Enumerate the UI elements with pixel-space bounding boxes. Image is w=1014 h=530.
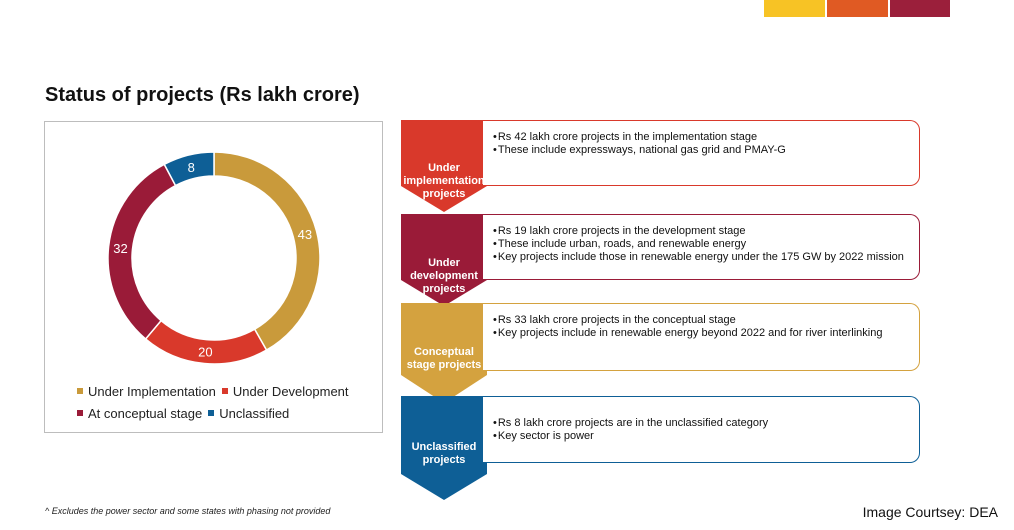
- stage-label-conceptual: Conceptual stage projects: [401, 346, 487, 372]
- legend-swatch: [77, 410, 83, 416]
- stage-info-development: Rs 19 lakh crore projects in the develop…: [483, 214, 920, 280]
- stage-label-line: development: [410, 270, 478, 282]
- decor-bar-orange: [827, 0, 888, 17]
- stage-arrow-development: Under development projects: [401, 214, 487, 306]
- stage-info-conceptual: Rs 33 lakh crore projects in the concept…: [483, 303, 920, 371]
- arrow-shape: [401, 396, 487, 500]
- data-label-under-implementation: 43: [298, 227, 312, 242]
- bullet-item: Key projects include in renewable energy…: [493, 327, 913, 340]
- stage-label-line: Under: [428, 257, 460, 269]
- footnote: ^ Excludes the power sector and some sta…: [45, 506, 331, 516]
- stage-label-line: implementation: [403, 175, 485, 187]
- data-label-unclassified: 8: [188, 160, 195, 175]
- donut-slice-under-implementation: [213, 151, 321, 352]
- stage-label-line: projects: [422, 188, 466, 200]
- donut-chart: 43 20 32 8: [107, 151, 321, 365]
- page-title: Status of projects (Rs lakh crore): [45, 84, 360, 106]
- bullet-item: Rs 8 lakh crore projects are in the uncl…: [493, 417, 913, 430]
- stage-label-unclassified: Unclassified projects: [401, 441, 487, 467]
- bullet-item: Rs 33 lakh crore projects in the concept…: [493, 314, 913, 327]
- legend-item-under-development: Under Development: [221, 383, 349, 399]
- decor-bar-maroon: [890, 0, 950, 17]
- data-label-at-conceptual-stage: 32: [113, 241, 127, 256]
- legend-item-at-conceptual-stage: At conceptual stage: [77, 406, 202, 421]
- bullet-item: Key projects include those in renewable …: [493, 251, 913, 264]
- legend-swatch: [77, 388, 83, 394]
- stage-label-line: Conceptual: [414, 346, 474, 358]
- stage-label-implementation: Under implementation projects: [401, 162, 487, 201]
- stage-label-line: Under: [428, 162, 460, 174]
- arrow-shape: [401, 303, 487, 403]
- stage-label-line: Unclassified: [411, 441, 477, 453]
- stage-arrow-unclassified: Unclassified projects: [401, 396, 487, 500]
- legend-label: Unclassified: [219, 405, 290, 421]
- chart-legend: Under Implementation Under Development A…: [77, 380, 355, 424]
- image-credit: Image Courtsey: DEA: [862, 504, 998, 520]
- bullet-item: Rs 42 lakh crore projects in the impleme…: [493, 131, 913, 144]
- bullet-item: These include expressways, national gas …: [493, 144, 913, 157]
- stage-info-implementation: Rs 42 lakh crore projects in the impleme…: [483, 120, 920, 186]
- stage-label-development: Under development projects: [401, 257, 487, 296]
- legend-swatch: [221, 388, 228, 394]
- bullet-item: Key sector is power: [493, 430, 913, 443]
- bullet-item: These include urban, roads, and renewabl…: [493, 238, 913, 251]
- donut-chart-panel: 43 20 32 8 Under Implementation Under Devel…: [44, 121, 383, 433]
- bullet-item: Rs 19 lakh crore projects in the develop…: [493, 225, 913, 238]
- stage-info-unclassified: Rs 8 lakh crore projects are in the uncl…: [483, 396, 920, 463]
- legend-label: Under Development: [232, 383, 349, 399]
- stage-label-line: stage projects: [406, 359, 482, 371]
- legend-label: Under Implementation: [88, 383, 216, 399]
- stage-label-line: projects: [422, 283, 466, 295]
- decor-bar-yellow: [764, 0, 825, 17]
- data-label-under-development: 20: [198, 345, 212, 360]
- legend-label: At conceptual stage: [88, 405, 203, 421]
- stage-arrow-implementation: Under implementation projects: [401, 120, 487, 212]
- donut-slice-unclassified: [163, 151, 215, 187]
- legend-swatch: [208, 410, 215, 416]
- stage-label-line: projects: [422, 454, 466, 466]
- arrow-shape: [401, 214, 487, 306]
- legend-item-unclassified: Unclassified: [208, 406, 289, 421]
- stage-arrow-conceptual: Conceptual stage projects: [401, 303, 487, 403]
- arrow-shape: [401, 120, 487, 212]
- legend-item-under-implementation: Under Implementation: [77, 384, 216, 399]
